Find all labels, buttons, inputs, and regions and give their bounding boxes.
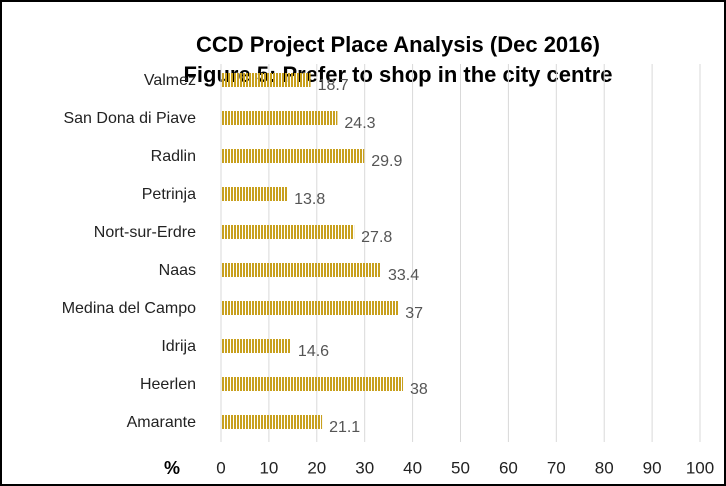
- x-tick-label: 40: [403, 458, 422, 477]
- x-tick-label: 50: [451, 458, 470, 477]
- y-tick-label: Amarante: [127, 414, 196, 431]
- value-label: 29.9: [371, 153, 402, 170]
- bar: [221, 263, 381, 277]
- x-axis-label: %: [164, 458, 180, 478]
- y-tick-label: Idrija: [161, 338, 196, 355]
- value-label: 13.8: [294, 191, 325, 208]
- bar: [221, 187, 288, 201]
- y-tick-label: Nort-sur-Erdre: [94, 224, 196, 241]
- x-tick-label: 30: [355, 458, 374, 477]
- bar: [221, 301, 399, 315]
- value-label: 14.6: [298, 343, 329, 360]
- y-tick-label: Petrinja: [142, 186, 196, 203]
- bar: [221, 73, 311, 87]
- bar: [221, 415, 323, 429]
- bar: [221, 377, 404, 391]
- x-tick-label: 0: [216, 458, 225, 477]
- x-tick-label: 60: [499, 458, 518, 477]
- x-tick-label: 100: [686, 458, 714, 477]
- x-tick-label: 10: [259, 458, 278, 477]
- value-label: 33.4: [388, 267, 419, 284]
- x-tick-label: 70: [547, 458, 566, 477]
- bar: [221, 339, 291, 353]
- x-tick-label: 90: [643, 458, 662, 477]
- x-tick-label: 20: [307, 458, 326, 477]
- y-tick-label: Naas: [159, 262, 196, 279]
- value-label: 27.8: [361, 229, 392, 246]
- bar: [221, 149, 365, 163]
- y-tick-label: Valmez: [144, 72, 196, 89]
- value-label: 18.7: [318, 77, 349, 94]
- bar: [221, 111, 338, 125]
- value-label: 38: [410, 381, 428, 398]
- x-tick-label: 80: [595, 458, 614, 477]
- y-tick-label: San Dona di Piave: [63, 110, 196, 127]
- value-label: 37: [405, 305, 423, 322]
- value-label: 24.3: [344, 115, 375, 132]
- y-tick-label: Radlin: [151, 148, 196, 165]
- value-label: 21.1: [329, 419, 360, 436]
- chart-title: CCD Project Place Analysis (Dec 2016): [196, 32, 600, 57]
- y-tick-label: Medina del Campo: [62, 300, 196, 317]
- bar: [221, 225, 355, 239]
- y-tick-label: Heerlen: [140, 376, 196, 393]
